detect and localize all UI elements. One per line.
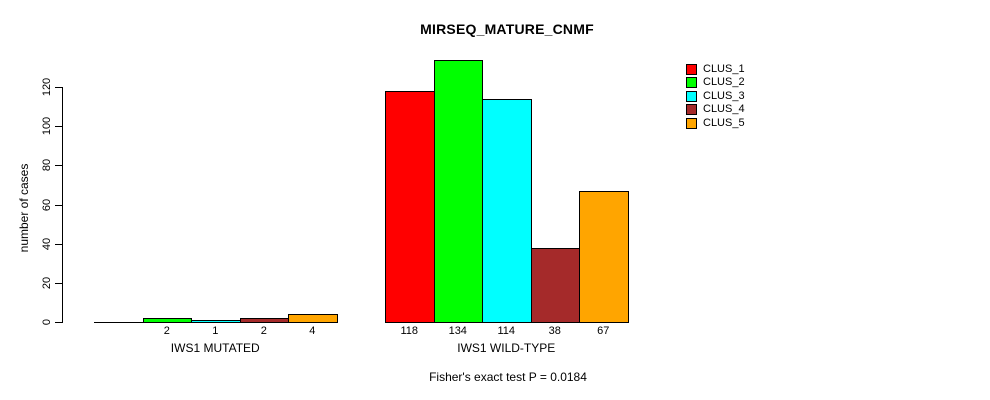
- bar-value-label: 1: [212, 325, 219, 337]
- legend-label-clus_1: CLUS_1: [703, 63, 745, 75]
- bar-value-label: 118: [400, 325, 419, 337]
- bar-clus_1: [385, 90, 435, 323]
- chart-title: MIRSEQ_MATURE_CNMF: [420, 21, 594, 37]
- y-axis-tick-label: 60: [41, 198, 53, 211]
- fishers-test-caption: Fisher's exact test P = 0.0184: [429, 370, 587, 384]
- bar-clus_5: [579, 190, 629, 323]
- y-axis-tick-label: 20: [41, 276, 53, 289]
- y-axis-tick: [55, 243, 62, 245]
- bar-value-label: 114: [497, 325, 516, 337]
- bar-value-label: 67: [597, 325, 610, 337]
- bar-clus_2: [142, 318, 192, 323]
- bar-value-label: 4: [309, 325, 316, 337]
- y-axis-tick-label: 120: [41, 77, 53, 97]
- legend-label-clus_2: CLUS_2: [703, 76, 745, 89]
- legend-swatch-clus_2: [686, 77, 697, 89]
- bar-value-label: 38: [548, 325, 561, 337]
- y-axis-title: number of cases: [17, 163, 31, 253]
- bar-clus_3: [191, 320, 241, 323]
- legend-label-clus_5: CLUS_5: [703, 116, 745, 129]
- bar-value-label: 2: [260, 325, 267, 337]
- y-axis-tick: [55, 204, 62, 206]
- bar-clus_2: [433, 59, 483, 323]
- y-axis-tick: [55, 282, 62, 284]
- y-axis-tick-label: 0: [41, 318, 53, 326]
- legend-label-clus_3: CLUS_3: [703, 89, 745, 102]
- bar-clus_4: [239, 318, 289, 323]
- bar-clus_5: [288, 314, 338, 323]
- bar-value-label: 134: [448, 325, 467, 337]
- y-axis-tick-label: 100: [41, 116, 53, 136]
- legend-swatch-clus_4: [686, 104, 697, 116]
- y-axis-tick: [55, 126, 62, 128]
- legend-label-clus_4: CLUS_4: [703, 103, 745, 116]
- legend-swatch-clus_5: [686, 117, 697, 129]
- x-group-label: IWS1 WILD-TYPE: [457, 341, 556, 355]
- y-axis-tick-label: 80: [41, 159, 53, 172]
- legend-swatch-clus_1: [686, 64, 697, 75]
- bar-clus_4: [530, 247, 580, 323]
- legend-swatch-clus_3: [686, 90, 697, 102]
- x-group-label: IWS1 MUTATED: [170, 341, 260, 355]
- y-axis-tick: [55, 87, 62, 88]
- y-axis-tick: [55, 322, 62, 323]
- y-axis-tick: [55, 165, 62, 167]
- y-axis-line: [62, 87, 63, 323]
- y-axis-tick-label: 40: [41, 237, 53, 250]
- bar-clus_3: [482, 98, 532, 323]
- bar-value-label: 2: [163, 325, 170, 337]
